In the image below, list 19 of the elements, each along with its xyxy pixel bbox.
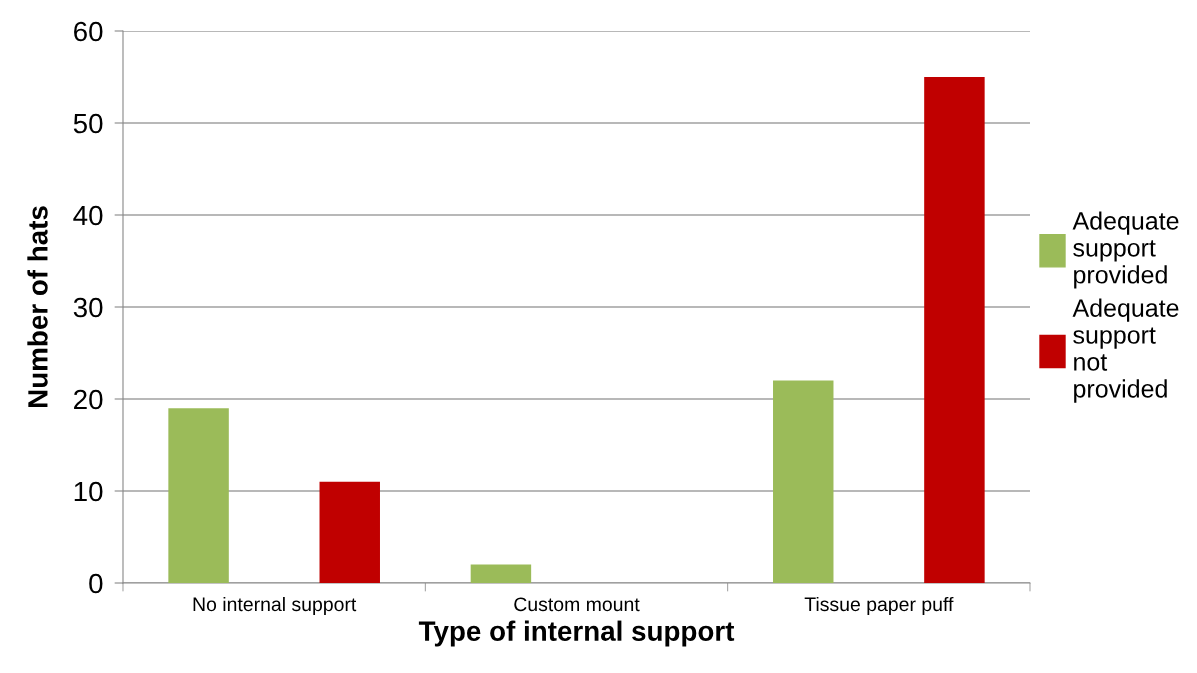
bar [773,380,834,583]
bar [319,481,380,583]
y-tick-label: 40 [73,205,103,226]
y-tick-label: 10 [74,481,103,502]
x-tick-label: No internal support [193,596,357,616]
y-tick-label: 0 [89,573,103,594]
y-tick-label: 30 [73,297,103,318]
legend-label: Adequate support provided [1072,211,1179,289]
x-axis-title: Type of internal support [418,620,735,647]
bar [470,564,532,583]
legend-label: Adequate support not provided [1072,298,1179,403]
y-tick-label: 20 [74,389,103,410]
x-tick-label: Tissue paper puff [804,596,954,616]
bar [168,408,229,583]
x-tick-label: Custom mount [514,597,640,612]
y-tick-label: 50 [73,113,103,134]
bar [924,77,985,583]
y-tick-label: 60 [74,21,103,42]
y-axis-title: Number of hats [27,206,48,407]
